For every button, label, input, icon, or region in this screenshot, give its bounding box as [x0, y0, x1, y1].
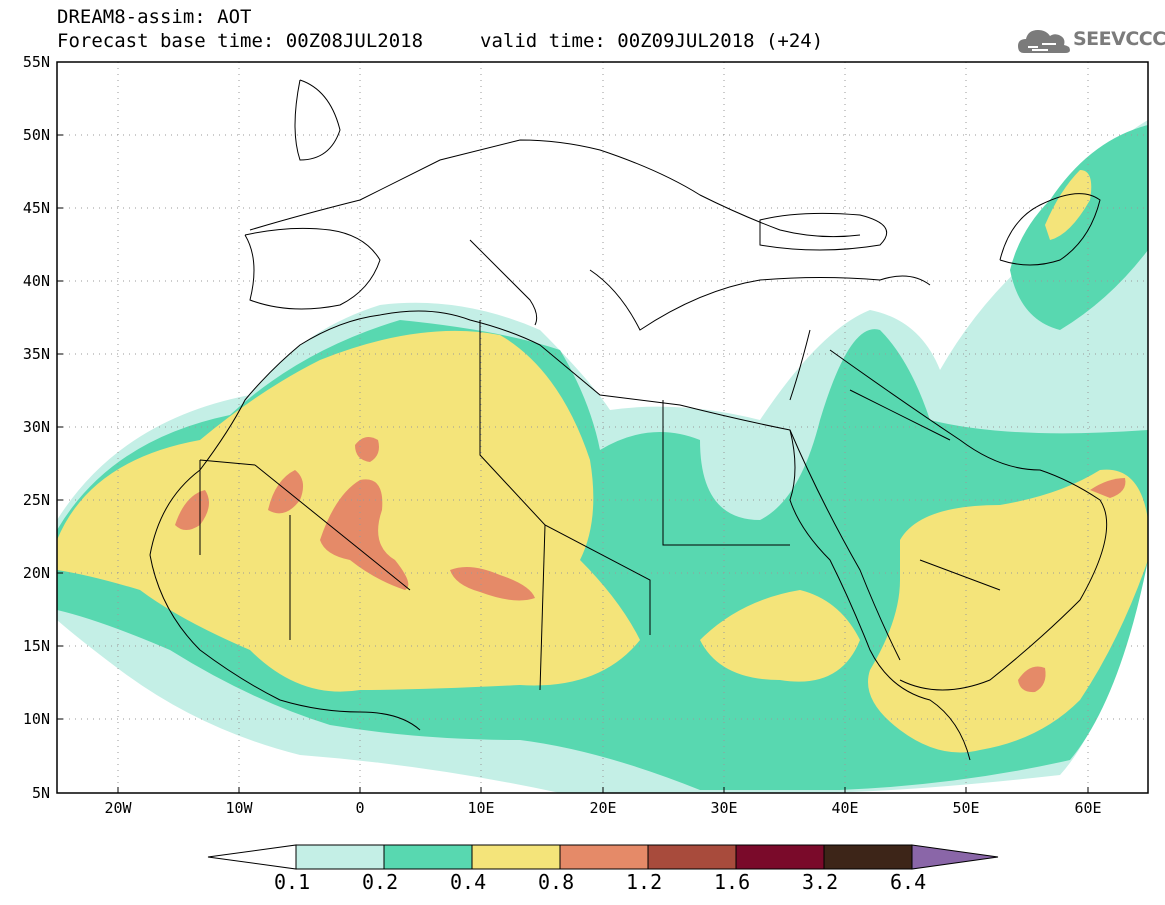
- lat-label: 25N: [23, 491, 50, 509]
- logo-text: SEEVCCC: [1073, 28, 1165, 50]
- axis-ticks: [57, 134, 1089, 793]
- coastline-levant: [789, 329, 811, 401]
- latitude-labels: 55N 50N 45N 40N 35N 30N 25N 20N 15N 10N …: [23, 53, 50, 802]
- coastline-uk: [294, 79, 341, 161]
- border-sudan: [539, 524, 546, 691]
- aot-shade-lvl2-caspian: [1010, 125, 1148, 330]
- coastline-arabia: [829, 349, 1108, 691]
- colorbar-swatch: [559, 844, 649, 870]
- colorbar: [207, 844, 999, 870]
- coastlines: [149, 79, 1108, 761]
- aot-shade-lvl4-b: [268, 470, 304, 514]
- lon-label: 40E: [831, 799, 858, 817]
- colorbar-right-arrow: [911, 844, 999, 870]
- longitude-labels: 20W 10W 0 10E 20E 30E 40E 50E 60E: [104, 799, 1101, 817]
- lat-label: 50N: [23, 126, 50, 144]
- colorbar-swatch: [471, 844, 561, 870]
- lat-label: 15N: [23, 637, 50, 655]
- aot-shade-lvl4-e: [355, 436, 379, 462]
- lat-label: 10N: [23, 710, 50, 728]
- coastline-black-sea: [759, 212, 888, 251]
- coastline-africa-west: [149, 310, 971, 761]
- coastline-greece-turkey: [589, 269, 931, 331]
- lon-label: 60E: [1074, 799, 1101, 817]
- colorbar-swatch: [823, 844, 913, 870]
- colorbar-label: 3.2: [802, 870, 839, 894]
- colorbar-swatch: [647, 844, 737, 870]
- coastline-europe: [249, 139, 861, 238]
- lat-label: 5N: [32, 784, 50, 802]
- lat-label: 45N: [23, 199, 50, 217]
- aot-shade-lvl4-d: [450, 566, 535, 601]
- coastline-red-sea: [789, 429, 901, 661]
- border-saudi: [849, 389, 1001, 591]
- coastline-gulf-guinea: [149, 554, 421, 731]
- aot-shade-lvl3-caspian: [1045, 170, 1092, 240]
- lon-label: 30E: [710, 799, 737, 817]
- lon-label: 50E: [952, 799, 979, 817]
- aot-shade-lvl4-c: [320, 479, 409, 590]
- colorbar-label: 0.8: [538, 870, 575, 894]
- colorbar-label: 6.4: [890, 870, 927, 894]
- coastline-italy: [469, 239, 538, 326]
- colorbar-label: 1.2: [626, 870, 663, 894]
- lat-label: 55N: [23, 53, 50, 71]
- lat-label: 30N: [23, 418, 50, 436]
- colorbar-label: 1.6: [714, 870, 751, 894]
- lat-label: 35N: [23, 345, 50, 363]
- aot-shade-lvl4-g: [1090, 478, 1126, 498]
- lat-label: 40N: [23, 272, 50, 290]
- lon-label: 10E: [467, 799, 494, 817]
- colorbar-swatch: [735, 844, 825, 870]
- lon-label: 20W: [104, 799, 132, 817]
- colorbar-label: 0.4: [450, 870, 487, 894]
- colorbar-label: 0.1: [274, 870, 311, 894]
- lat-label: 20N: [23, 564, 50, 582]
- lon-label: 10W: [225, 799, 253, 817]
- colorbar-swatch: [383, 844, 473, 870]
- valid-time: valid time: 00Z09JUL2018 (+24): [480, 30, 824, 52]
- colorbar-swatch: [295, 844, 385, 870]
- coastline-caspian: [999, 193, 1101, 266]
- aot-shade-lvl3-east-africa: [700, 590, 860, 682]
- lon-label: 20E: [589, 799, 616, 817]
- map-title: DREAM8-assim: AOT: [57, 6, 252, 28]
- lon-label: 0: [355, 799, 364, 817]
- forecast-base-time: Forecast base time: 00Z08JUL2018: [57, 30, 424, 52]
- aot-shade-lvl3-arabia: [868, 469, 1148, 753]
- aot-shade-lvl4-f: [1018, 666, 1046, 693]
- cloud-logo-icon: [1018, 30, 1070, 53]
- colorbar-left-arrow: [207, 844, 297, 870]
- border-algeria-mali: [199, 459, 411, 640]
- colorbar-label: 0.2: [362, 870, 399, 894]
- coastline-iberia: [244, 227, 381, 310]
